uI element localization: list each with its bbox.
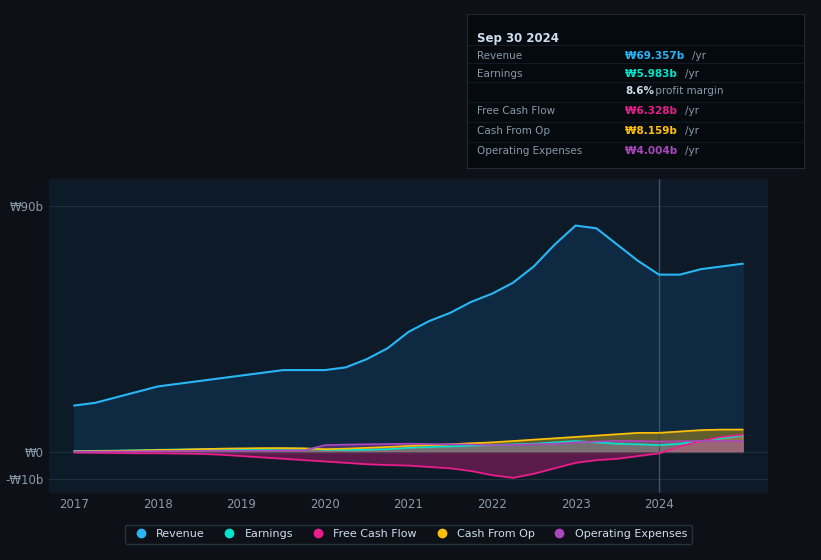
Text: ₩4.004b: ₩4.004b (626, 146, 681, 156)
Text: ₩6.328b: ₩6.328b (626, 106, 681, 116)
Text: ₩69.357b: ₩69.357b (626, 50, 688, 60)
Text: ₩8.159b: ₩8.159b (626, 126, 681, 136)
Text: 8.6%: 8.6% (626, 86, 654, 96)
Text: /yr: /yr (685, 126, 699, 136)
Text: Free Cash Flow: Free Cash Flow (477, 106, 555, 116)
Text: ₩5.983b: ₩5.983b (626, 69, 681, 79)
Text: /yr: /yr (685, 106, 699, 116)
Legend: Revenue, Earnings, Free Cash Flow, Cash From Op, Operating Expenses: Revenue, Earnings, Free Cash Flow, Cash … (125, 525, 692, 544)
Text: Cash From Op: Cash From Op (477, 126, 550, 136)
Text: /yr: /yr (685, 146, 699, 156)
Text: Sep 30 2024: Sep 30 2024 (477, 32, 559, 45)
Text: /yr: /yr (692, 50, 706, 60)
Text: Revenue: Revenue (477, 50, 522, 60)
Text: profit margin: profit margin (652, 86, 723, 96)
Text: /yr: /yr (685, 69, 699, 79)
Text: Operating Expenses: Operating Expenses (477, 146, 582, 156)
Text: Earnings: Earnings (477, 69, 523, 79)
